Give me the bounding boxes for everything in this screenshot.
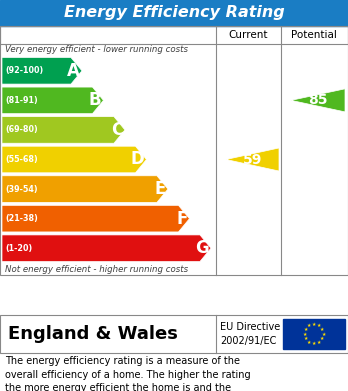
- Bar: [0, 26, 348, 275]
- Text: C: C: [111, 121, 123, 139]
- Text: (69-80): (69-80): [5, 126, 38, 135]
- Text: ★: ★: [302, 332, 307, 337]
- Text: England & Wales: England & Wales: [8, 325, 178, 343]
- Text: (81-91): (81-91): [5, 96, 38, 105]
- Bar: [283, 319, 345, 349]
- Text: 85: 85: [308, 93, 328, 108]
- Text: Current: Current: [229, 30, 268, 40]
- Polygon shape: [2, 205, 189, 232]
- Text: E: E: [155, 180, 166, 198]
- Text: ★: ★: [322, 332, 326, 337]
- Polygon shape: [2, 235, 211, 262]
- Text: Not energy efficient - higher running costs: Not energy efficient - higher running co…: [5, 264, 188, 273]
- Text: D: D: [131, 151, 144, 169]
- Text: ★: ★: [317, 323, 321, 328]
- Polygon shape: [2, 176, 168, 203]
- Text: (92-100): (92-100): [5, 66, 43, 75]
- Polygon shape: [226, 148, 279, 171]
- Polygon shape: [2, 117, 125, 143]
- Text: ★: ★: [307, 323, 311, 328]
- Text: (1-20): (1-20): [5, 244, 32, 253]
- Text: ★: ★: [312, 341, 316, 346]
- Text: ★: ★: [320, 336, 324, 341]
- Bar: [0, 315, 348, 353]
- Text: ★: ★: [320, 327, 324, 332]
- Text: The energy efficiency rating is a measure of the
overall efficiency of a home. T: The energy efficiency rating is a measur…: [5, 356, 251, 391]
- Text: ★: ★: [307, 340, 311, 345]
- Text: ★: ★: [303, 336, 308, 341]
- Text: Very energy efficient - lower running costs: Very energy efficient - lower running co…: [5, 45, 188, 54]
- Text: B: B: [89, 91, 102, 109]
- Text: F: F: [176, 210, 188, 228]
- Text: EU Directive
2002/91/EC: EU Directive 2002/91/EC: [220, 323, 280, 346]
- Text: ★: ★: [303, 327, 308, 332]
- Text: (39-54): (39-54): [5, 185, 38, 194]
- Bar: [0, 0, 348, 26]
- Polygon shape: [2, 146, 147, 173]
- Text: A: A: [67, 62, 80, 80]
- Text: Potential: Potential: [291, 30, 337, 40]
- Text: Energy Efficiency Rating: Energy Efficiency Rating: [64, 5, 284, 20]
- Text: ★: ★: [312, 322, 316, 327]
- Polygon shape: [2, 57, 82, 84]
- Bar: [0, 26, 348, 44]
- Text: (21-38): (21-38): [5, 214, 38, 223]
- Polygon shape: [2, 87, 103, 114]
- Text: (55-68): (55-68): [5, 155, 38, 164]
- Text: 59: 59: [243, 152, 262, 167]
- Text: ★: ★: [317, 340, 321, 345]
- Polygon shape: [291, 89, 345, 112]
- Text: G: G: [195, 239, 209, 257]
